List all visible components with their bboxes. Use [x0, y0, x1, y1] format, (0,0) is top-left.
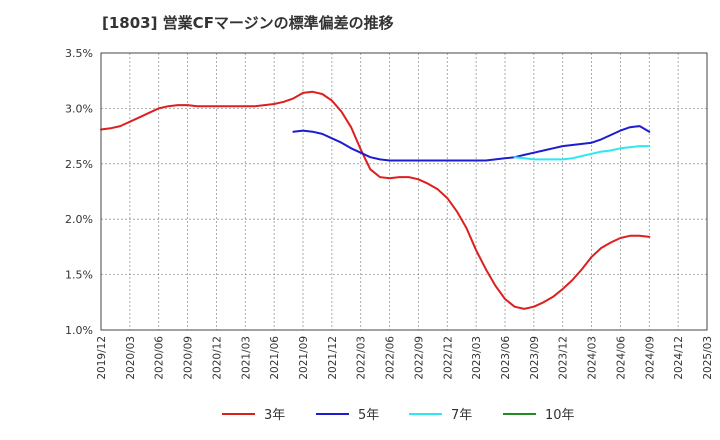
- x-tick-label: 2019/12: [96, 336, 108, 380]
- legend-label: 7年: [451, 408, 472, 423]
- series-lines: [100, 90, 651, 310]
- y-axis-ticks: 1.0% 1.5% 2.0% 2.5% 3.0% 3.5%: [65, 47, 93, 337]
- y-tick-label: 3.5%: [65, 47, 93, 60]
- x-tick-label: 2021/03: [240, 336, 252, 380]
- x-tick-label: 2021/12: [327, 336, 339, 380]
- x-tick-label: 2024/03: [587, 336, 599, 380]
- y-tick-label: 1.5%: [65, 269, 93, 282]
- grid: [101, 53, 707, 330]
- x-tick-label: 2023/09: [529, 336, 541, 380]
- x-tick-label: 2022/06: [385, 336, 397, 380]
- x-tick-label: 2021/09: [298, 336, 310, 380]
- x-tick-label: 2020/12: [211, 336, 223, 380]
- x-tick-label: 2021/06: [269, 336, 281, 380]
- plot-frame: [100, 52, 708, 331]
- y-tick-label: 2.0%: [65, 213, 93, 226]
- y-tick-label: 1.0%: [65, 324, 93, 337]
- x-tick-label: 2022/09: [413, 336, 425, 380]
- x-tick-label: 2024/09: [644, 336, 656, 380]
- y-tick-label: 2.5%: [65, 158, 93, 171]
- x-tick-label: 2024/12: [673, 336, 685, 380]
- plot-area: [101, 53, 707, 330]
- series-line: [292, 125, 651, 162]
- chart-title: [1803] 営業CFマージンの標準偏差の推移: [102, 14, 394, 32]
- legend: 3年 5年 7年 10年: [222, 408, 575, 423]
- x-tick-label: 2020/09: [183, 336, 195, 380]
- x-tick-label: 2023/03: [471, 336, 483, 380]
- legend-label: 10年: [545, 408, 575, 423]
- x-tick-label: 2020/06: [154, 336, 166, 380]
- legend-label: 3年: [264, 408, 285, 423]
- x-tick-label: 2024/06: [615, 336, 627, 380]
- legend-label: 5年: [358, 408, 379, 423]
- y-tick-label: 3.0%: [65, 102, 93, 115]
- x-tick-label: 2022/03: [356, 336, 368, 380]
- x-tick-label: 2022/12: [442, 336, 454, 380]
- series-line: [513, 145, 651, 161]
- x-tick-label: 2020/03: [125, 336, 137, 380]
- x-tick-label: 2025/03: [702, 336, 714, 380]
- x-axis-ticks: 2019/12 2020/03 2020/06 2020/09 2020/12 2021/…: [96, 336, 714, 380]
- x-tick-label: 2023/06: [500, 336, 512, 380]
- x-tick-label: 2023/12: [558, 336, 570, 380]
- series-line: [100, 90, 651, 310]
